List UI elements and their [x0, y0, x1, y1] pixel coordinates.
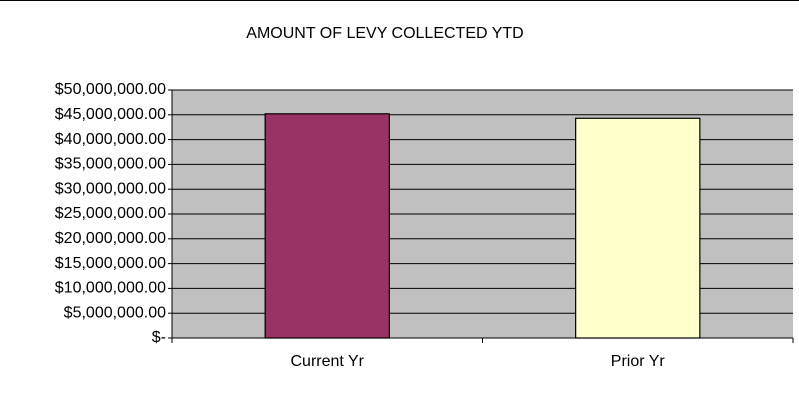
bar	[575, 117, 701, 339]
y-tick-label: $35,000,000.00	[55, 156, 166, 173]
y-tick-label: $40,000,000.00	[55, 131, 166, 148]
y-tick-label: $30,000,000.00	[55, 180, 166, 197]
y-tick-label: $50,000,000.00	[55, 81, 166, 98]
y-tick-label: $25,000,000.00	[55, 205, 166, 222]
y-tick-label: $45,000,000.00	[55, 106, 166, 123]
y-tick-label: $20,000,000.00	[55, 230, 166, 247]
y-tick-label: $5,000,000.00	[64, 304, 166, 321]
bar	[264, 113, 390, 339]
y-tick-label: $10,000,000.00	[55, 280, 166, 297]
y-tick-label: $15,000,000.00	[55, 255, 166, 272]
y-tick-label: $-	[152, 329, 166, 346]
x-tick-label: Current Yr	[290, 353, 364, 370]
chart-title: AMOUNT OF LEVY COLLECTED YTD	[246, 25, 523, 42]
x-tick-label: Prior Yr	[611, 353, 666, 370]
